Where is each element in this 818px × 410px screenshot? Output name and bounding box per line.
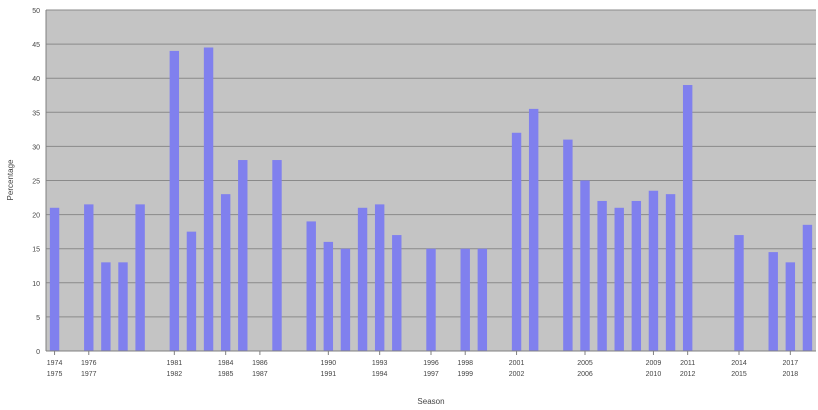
bar: [135, 204, 145, 351]
y-tick-label: 30: [32, 144, 40, 151]
bar: [374, 204, 385, 351]
bar: [768, 252, 778, 351]
bar: [118, 262, 128, 351]
bar: [528, 108, 539, 351]
y-tick-label: 35: [32, 110, 40, 117]
bar: [203, 47, 214, 351]
bar: [563, 139, 573, 351]
bar: [272, 160, 282, 351]
x-tick-label: 2014 2015: [731, 360, 747, 378]
y-tick-label: 15: [32, 247, 40, 254]
x-tick-label: 1981 1982: [167, 360, 183, 378]
x-tick-label: 2011 2012: [680, 360, 696, 378]
y-tick-label: 25: [32, 179, 40, 186]
x-tick-label: 1984 1985: [218, 360, 234, 378]
bar: [357, 207, 368, 351]
x-tick-label: 1996 1997: [423, 360, 439, 378]
y-tick-label: 45: [32, 42, 40, 49]
bar: [306, 221, 316, 351]
bar: [186, 231, 197, 351]
x-tick-label: 1986 1987: [252, 360, 268, 378]
bar: [785, 262, 796, 351]
bar: [580, 180, 590, 351]
bar: [802, 224, 813, 351]
y-tick-label: 10: [32, 281, 40, 288]
y-tick-label: 20: [32, 213, 40, 220]
bar: [460, 248, 470, 351]
bar: [323, 241, 334, 351]
bar: [477, 248, 488, 351]
x-tick-label: 1976 1977: [81, 360, 97, 378]
x-tick-label: 2001 2002: [509, 360, 525, 378]
x-tick-label: 1993 1994: [372, 360, 388, 378]
y-tick-labels: 0 5 10 15 20 25 30 35 40 45 50: [32, 8, 40, 356]
x-tick-label: 1974 1975: [47, 360, 63, 378]
bar: [734, 235, 744, 351]
x-tick-label: 1990 1991: [321, 360, 337, 378]
y-tick-label: 5: [36, 315, 40, 322]
y-tick-label: 0: [36, 349, 40, 356]
bar: [101, 262, 111, 351]
x-tick-label: 1998 1999: [457, 360, 473, 378]
bar: [238, 160, 248, 351]
bar: [220, 194, 231, 351]
bar: [426, 248, 436, 351]
bar: [648, 190, 659, 351]
x-tick-label: 2009 2010: [646, 360, 662, 378]
y-tick-label: 50: [32, 8, 40, 15]
bar: [665, 194, 676, 351]
x-tick-label: 2017 2018: [783, 360, 799, 378]
bars: [49, 47, 813, 352]
y-axis-title: Percentage: [6, 159, 15, 200]
bar: [631, 200, 642, 351]
x-axis-title: Season: [417, 397, 444, 406]
bar: [597, 200, 607, 351]
bar: [169, 50, 180, 352]
bar: [84, 204, 94, 351]
x-tick-label: 2005 2006: [577, 360, 593, 378]
bar: [49, 207, 60, 351]
bar: [682, 85, 693, 352]
bar: [614, 207, 624, 351]
bar: [340, 248, 351, 351]
bar: [511, 132, 522, 351]
bar: [392, 235, 402, 351]
x-tick-labels: 1974 1975 1976 1977 1981 1982 1984 1985 1986 1987…: [47, 351, 798, 378]
y-tick-label: 40: [32, 76, 40, 83]
